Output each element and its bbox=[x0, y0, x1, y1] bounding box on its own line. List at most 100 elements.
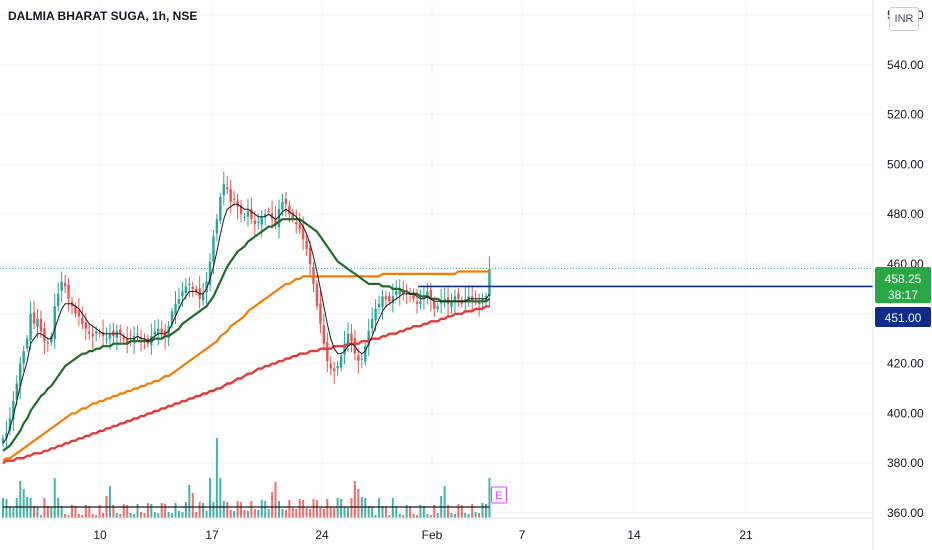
volume-bar bbox=[291, 508, 294, 518]
candle-body bbox=[229, 189, 232, 202]
price-labels: 458.25 38:17 451.00 bbox=[875, 267, 931, 327]
candle-body bbox=[46, 342, 50, 344]
time-axis[interactable]: 10 17 24 Feb 7 14 21 bbox=[0, 517, 873, 542]
candle-body bbox=[488, 268, 491, 297]
volume-bar bbox=[174, 503, 177, 518]
candle-body bbox=[74, 306, 77, 314]
volume-bar bbox=[143, 513, 146, 518]
candle-body bbox=[377, 303, 381, 308]
y-tick-label: 520.00 bbox=[887, 108, 924, 122]
candle-body bbox=[8, 418, 12, 431]
candle-body bbox=[184, 286, 188, 293]
candle-body bbox=[157, 328, 160, 335]
candle-body bbox=[357, 355, 360, 362]
volume-bar bbox=[315, 500, 318, 518]
volume-bar bbox=[398, 514, 401, 518]
volume-bar bbox=[122, 504, 125, 518]
candle-body bbox=[329, 364, 332, 369]
volume-bar bbox=[81, 515, 84, 518]
candle-body bbox=[29, 313, 32, 341]
candle-body bbox=[308, 247, 312, 264]
candle-body bbox=[436, 306, 439, 309]
candle-body bbox=[60, 281, 63, 291]
candle-body bbox=[298, 224, 301, 230]
volume-bar bbox=[426, 514, 429, 518]
volume-bar bbox=[46, 506, 49, 518]
y-tick-label: 420.00 bbox=[887, 357, 924, 371]
candle-body bbox=[39, 318, 43, 332]
candle-body bbox=[201, 293, 205, 301]
candle-body bbox=[101, 332, 105, 337]
candle-body bbox=[139, 336, 143, 339]
currency-button[interactable]: INR bbox=[889, 7, 919, 31]
volume-bar bbox=[460, 505, 463, 518]
volume-bar bbox=[108, 486, 111, 518]
volume-bar bbox=[274, 482, 277, 518]
volume-bar bbox=[71, 505, 73, 518]
y-tick-label: 540.00 bbox=[887, 58, 924, 72]
volume-bar bbox=[391, 498, 394, 518]
candle-body bbox=[284, 198, 288, 205]
candle-body bbox=[388, 295, 391, 302]
volume-bars bbox=[2, 438, 491, 518]
volume-bar bbox=[405, 505, 408, 518]
y-tick-label: 360.00 bbox=[887, 506, 924, 520]
candle-body bbox=[457, 293, 460, 299]
x-tick-label: 7 bbox=[519, 528, 526, 542]
candle-body bbox=[333, 368, 336, 372]
candle-body bbox=[181, 291, 184, 296]
candle-body bbox=[374, 308, 377, 321]
candle-body bbox=[339, 356, 343, 368]
candle-body bbox=[88, 331, 91, 334]
volume-bar bbox=[33, 506, 36, 518]
candle-body bbox=[115, 331, 119, 338]
candle-body bbox=[94, 331, 98, 334]
volume-bar bbox=[336, 498, 339, 518]
volume-bar bbox=[233, 511, 236, 518]
volume-bar bbox=[215, 438, 218, 518]
volume-bar bbox=[388, 515, 391, 518]
volume-bar bbox=[329, 507, 332, 518]
candle-body bbox=[191, 286, 194, 289]
candles bbox=[1, 171, 491, 449]
volume-bar bbox=[150, 504, 153, 518]
candle-body bbox=[381, 296, 384, 307]
volume-bar bbox=[188, 485, 191, 518]
candle-body bbox=[267, 211, 270, 213]
volume-bar bbox=[485, 504, 487, 518]
candle-body bbox=[174, 303, 177, 315]
y-tick-label: 500.00 bbox=[887, 157, 924, 171]
candle-body bbox=[398, 288, 401, 295]
candle-body bbox=[288, 205, 291, 215]
candle-body bbox=[53, 306, 56, 340]
candle-body bbox=[346, 333, 350, 347]
x-tick-label: Feb bbox=[422, 528, 443, 542]
volume-bar bbox=[416, 515, 418, 518]
volume-bar bbox=[371, 507, 374, 518]
volume-bar bbox=[119, 514, 122, 518]
level-badge bbox=[875, 307, 931, 327]
volume-bar bbox=[429, 515, 432, 518]
candle-body bbox=[243, 216, 246, 218]
candle-body bbox=[412, 292, 415, 299]
volume-bar bbox=[474, 512, 477, 518]
candle-body bbox=[132, 336, 136, 343]
volume-bar bbox=[15, 498, 18, 518]
volume-bar bbox=[305, 508, 308, 518]
volume-bar bbox=[319, 508, 322, 518]
candle-body bbox=[367, 331, 370, 347]
volume-bar bbox=[309, 509, 312, 518]
candle-body bbox=[177, 298, 181, 304]
volume-bar bbox=[333, 508, 336, 518]
candle-body bbox=[25, 338, 29, 349]
volume-bar bbox=[264, 501, 267, 518]
volume-bar bbox=[133, 514, 136, 518]
ema-fast-line bbox=[2, 203, 490, 444]
candle-body bbox=[253, 220, 257, 225]
candle-body bbox=[250, 208, 253, 220]
candle-body bbox=[364, 346, 367, 362]
candle-body bbox=[450, 301, 453, 307]
volume-bar bbox=[271, 492, 274, 518]
candle-body bbox=[264, 214, 267, 217]
